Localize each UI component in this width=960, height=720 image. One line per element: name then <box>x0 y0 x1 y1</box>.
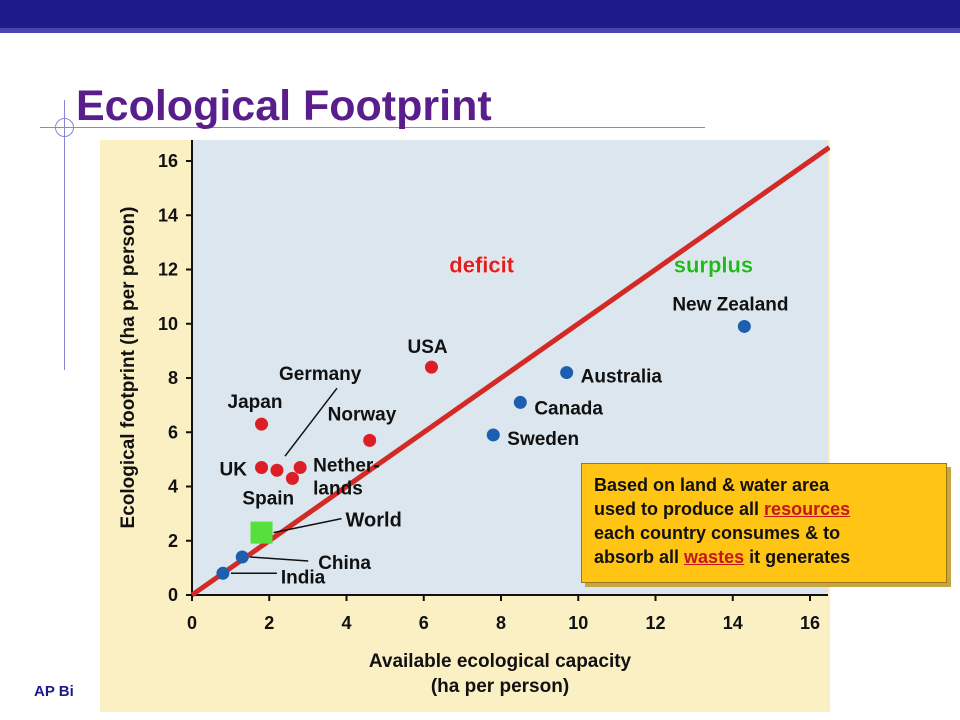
x-tick-label: 0 <box>187 613 197 633</box>
y-tick-label: 12 <box>158 260 178 280</box>
point-label-new-zealand: New Zealand <box>672 294 788 315</box>
x-tick-label: 12 <box>645 613 665 633</box>
equality-line <box>190 145 830 598</box>
point-label-netherlands-2: lands <box>313 479 363 500</box>
point-label-china: China <box>318 553 371 574</box>
x-axis-title: Available ecological capacity <box>369 651 632 672</box>
decorative-line-horizontal <box>40 127 705 128</box>
x-tick-label: 10 <box>568 613 588 633</box>
point-label-netherlands: Nether- <box>313 456 380 477</box>
point-uk <box>255 461 269 475</box>
info-line-2-text: used to produce all <box>594 499 760 519</box>
point-usa <box>424 360 438 374</box>
info-box: Based on land & water area used to produ… <box>581 463 947 583</box>
point-label-australia: Australia <box>581 367 663 388</box>
info-line-4-pre: absorb all <box>594 547 680 567</box>
x-tick-label: 4 <box>341 613 351 633</box>
point-label-sweden: Sweden <box>507 429 579 450</box>
point-germany <box>270 463 284 477</box>
info-line-3: each country consumes & to <box>594 523 841 543</box>
slide-title: Ecological Footprint <box>76 82 492 130</box>
x-tick-label: 8 <box>496 613 506 633</box>
decorative-line-vertical <box>64 100 65 370</box>
point-world <box>250 521 273 544</box>
y-tick-label: 2 <box>168 531 178 551</box>
x-tick-label: 6 <box>419 613 429 633</box>
point-canada <box>513 395 527 409</box>
point-label-india: India <box>281 567 326 588</box>
point-label-germany: Germany <box>279 364 362 385</box>
leader-germany <box>284 387 338 457</box>
point-new-zealand <box>737 319 751 333</box>
point-spain <box>285 471 299 485</box>
point-japan <box>255 417 269 431</box>
x-tick-label: 2 <box>264 613 274 633</box>
y-tick-label: 4 <box>168 477 178 497</box>
crosshair-circle-icon <box>55 118 74 137</box>
info-line-2: used to produce all resources <box>594 497 936 521</box>
footer-text: AP Bi <box>34 683 74 700</box>
point-label-uk: UK <box>220 460 248 481</box>
info-line-4-post: it generates <box>749 547 851 567</box>
x-axis-title-unit: (ha per person) <box>431 676 569 697</box>
y-tick-label: 10 <box>158 314 178 334</box>
deficit-label: deficit <box>449 253 514 278</box>
y-tick-label: 16 <box>158 151 178 171</box>
info-line-1: Based on land & water area <box>594 475 830 495</box>
point-label-world: World <box>346 510 402 532</box>
header-bar-shade <box>0 28 960 33</box>
point-india <box>216 566 230 580</box>
point-sweden <box>486 428 500 442</box>
leader-china <box>250 556 309 562</box>
y-tick-label: 14 <box>158 205 178 225</box>
point-label-usa: USA <box>407 337 447 358</box>
resources-link[interactable]: resources <box>764 499 851 519</box>
point-china <box>235 550 249 564</box>
point-norway <box>363 433 377 447</box>
surplus-label: surplus <box>674 253 753 278</box>
point-label-spain: Spain <box>242 488 294 509</box>
point-label-canada: Canada <box>534 398 603 419</box>
scatter-chart: 0 2 4 6 8 10 12 14 16 0 2 4 6 8 10 12 14 16 Available ecol… <box>118 140 830 697</box>
wastes-link[interactable]: wastes <box>684 547 745 567</box>
point-australia <box>560 366 574 380</box>
y-axis-title: Ecological footprint (ha per person) <box>118 207 139 529</box>
x-tick-label: 14 <box>723 613 743 633</box>
y-tick-label: 0 <box>168 585 178 605</box>
info-line-4: absorb all wastes it generates <box>594 545 936 569</box>
header-bar <box>0 0 960 32</box>
leader-world <box>273 517 342 534</box>
point-label-japan: Japan <box>228 392 283 413</box>
y-tick-label: 6 <box>168 422 178 442</box>
y-tick-label: 8 <box>168 368 178 388</box>
point-label-norway: Norway <box>328 404 397 425</box>
point-nether-lands <box>293 461 307 475</box>
x-tick-label: 16 <box>800 613 820 633</box>
